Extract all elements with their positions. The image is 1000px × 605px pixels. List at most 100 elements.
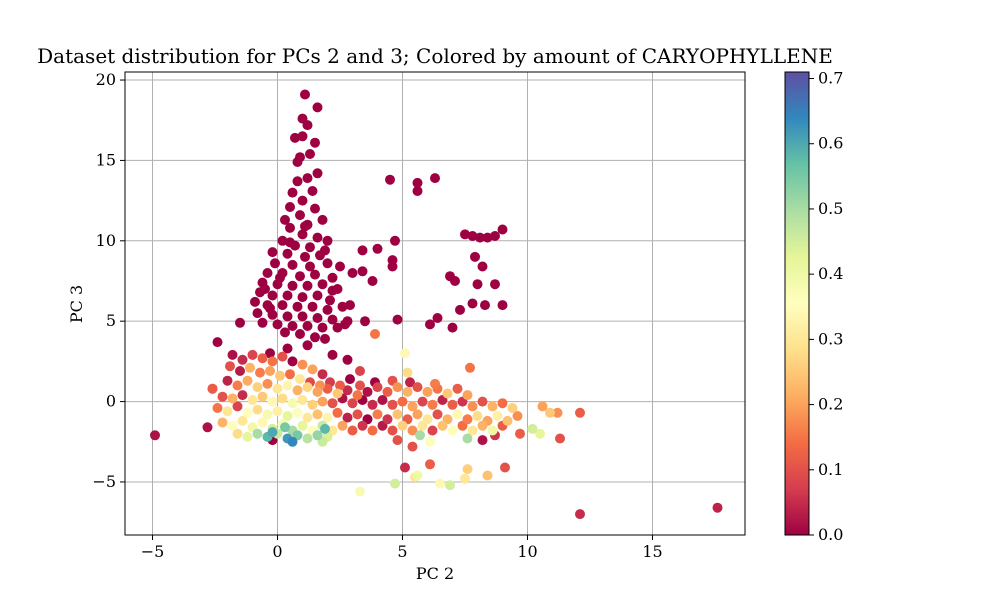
colorbar-tick-label: 0.6 bbox=[818, 134, 843, 153]
data-point bbox=[452, 409, 463, 420]
data-point bbox=[477, 420, 488, 431]
data-point bbox=[237, 415, 248, 426]
data-point bbox=[297, 195, 308, 206]
data-point bbox=[312, 232, 323, 243]
data-point bbox=[282, 343, 293, 354]
data-point bbox=[402, 386, 413, 397]
data-point bbox=[317, 396, 328, 407]
data-point bbox=[285, 222, 295, 233]
data-point bbox=[367, 399, 378, 410]
chart-title: Dataset distribution for PCs 2 and 3; Co… bbox=[37, 44, 833, 68]
data-point bbox=[297, 311, 308, 322]
data-point bbox=[337, 420, 348, 431]
data-point bbox=[332, 322, 343, 333]
data-point bbox=[575, 509, 585, 520]
data-point bbox=[357, 266, 368, 277]
data-point bbox=[327, 349, 338, 360]
colorbar-tick-label: 0.0 bbox=[818, 525, 843, 544]
data-point bbox=[322, 383, 333, 394]
data-point bbox=[412, 186, 423, 196]
data-point bbox=[477, 435, 488, 446]
data-point bbox=[405, 377, 415, 388]
data-point bbox=[310, 332, 320, 343]
data-point bbox=[207, 383, 218, 394]
data-point bbox=[322, 235, 333, 246]
data-point bbox=[472, 411, 483, 421]
data-point bbox=[245, 362, 255, 373]
data-point bbox=[367, 425, 378, 436]
data-point bbox=[397, 420, 408, 431]
data-point bbox=[302, 321, 313, 331]
data-point bbox=[342, 354, 353, 365]
data-point bbox=[237, 354, 248, 365]
x-axis-ticks: −5 0 5 10 15 bbox=[141, 535, 663, 561]
data-point bbox=[502, 415, 513, 426]
data-point bbox=[372, 409, 383, 420]
data-point bbox=[430, 378, 440, 389]
data-point bbox=[392, 435, 403, 446]
data-point bbox=[282, 311, 293, 322]
data-point bbox=[422, 386, 433, 397]
data-point bbox=[297, 420, 308, 431]
data-point bbox=[260, 284, 270, 294]
data-point bbox=[480, 300, 490, 311]
data-point bbox=[312, 290, 323, 301]
data-point bbox=[287, 259, 298, 270]
data-point bbox=[302, 120, 313, 131]
colorbar-tick-label: 0.3 bbox=[818, 329, 843, 348]
data-point bbox=[317, 279, 328, 290]
data-point bbox=[247, 395, 258, 405]
x-tick-label: −5 bbox=[141, 542, 165, 561]
colorbar-tick-label: 0.2 bbox=[818, 395, 843, 414]
data-point bbox=[332, 407, 343, 418]
data-point bbox=[317, 369, 328, 380]
data-point bbox=[265, 366, 275, 376]
data-point bbox=[460, 473, 470, 484]
data-point bbox=[357, 420, 368, 431]
x-tick-label: 15 bbox=[642, 542, 662, 561]
data-point bbox=[250, 296, 260, 307]
data-point bbox=[437, 420, 448, 431]
data-point bbox=[287, 187, 298, 198]
data-point bbox=[417, 396, 428, 407]
data-point bbox=[412, 470, 423, 481]
data-point bbox=[537, 401, 548, 412]
data-point bbox=[225, 361, 235, 372]
data-point bbox=[527, 423, 538, 434]
data-point bbox=[340, 319, 350, 330]
data-point bbox=[297, 395, 308, 405]
data-point bbox=[327, 314, 338, 325]
data-point bbox=[150, 430, 160, 441]
data-point bbox=[280, 214, 290, 225]
data-point bbox=[310, 269, 320, 280]
data-point bbox=[512, 411, 523, 421]
data-point bbox=[282, 248, 293, 259]
data-point bbox=[322, 304, 333, 315]
x-tick-label: 10 bbox=[517, 542, 537, 561]
data-point bbox=[545, 407, 555, 418]
data-point bbox=[382, 386, 393, 397]
colorbar-tick-label: 0.5 bbox=[818, 199, 843, 218]
data-point bbox=[347, 425, 358, 436]
data-point bbox=[252, 308, 263, 319]
data-point bbox=[477, 396, 488, 407]
data-point bbox=[242, 375, 253, 386]
data-point bbox=[357, 245, 368, 256]
data-point bbox=[355, 366, 365, 376]
data-point bbox=[277, 351, 288, 362]
data-point bbox=[462, 433, 473, 444]
data-point bbox=[392, 409, 403, 420]
data-point bbox=[312, 313, 323, 323]
data-point bbox=[352, 409, 363, 420]
data-point bbox=[300, 89, 310, 100]
data-point bbox=[345, 374, 355, 385]
data-point bbox=[332, 388, 343, 399]
data-point bbox=[507, 403, 518, 413]
data-point bbox=[300, 221, 310, 232]
data-point bbox=[335, 380, 345, 391]
data-point bbox=[262, 268, 273, 278]
data-point bbox=[287, 356, 298, 367]
data-point bbox=[307, 399, 318, 410]
data-point bbox=[285, 202, 295, 212]
data-point bbox=[320, 333, 330, 344]
